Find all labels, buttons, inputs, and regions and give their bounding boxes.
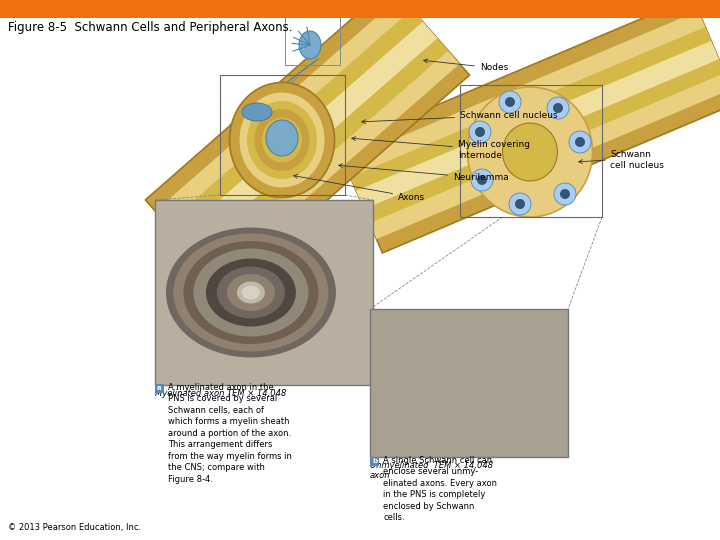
Bar [155, 384, 164, 393]
Ellipse shape [560, 189, 570, 199]
Ellipse shape [547, 97, 569, 119]
Polygon shape [356, 41, 719, 209]
Polygon shape [343, 11, 720, 239]
Polygon shape [178, 22, 437, 253]
Ellipse shape [469, 121, 491, 143]
Ellipse shape [217, 267, 285, 319]
Ellipse shape [505, 97, 515, 107]
Bar [285, 17, 340, 65]
Ellipse shape [575, 137, 585, 147]
Ellipse shape [194, 248, 308, 336]
Ellipse shape [553, 103, 563, 113]
Text: Schwann
cell nucleus: Schwann cell nucleus [610, 150, 664, 170]
Polygon shape [350, 27, 720, 223]
Ellipse shape [554, 183, 576, 205]
Ellipse shape [240, 92, 325, 187]
Ellipse shape [499, 91, 521, 113]
Text: Myelinated axon TEM × 14,048: Myelinated axon TEM × 14,048 [155, 389, 287, 398]
Text: Neurilemma: Neurilemma [338, 164, 509, 183]
Text: axon: axon [370, 471, 390, 480]
Polygon shape [145, 0, 469, 290]
Ellipse shape [262, 118, 302, 163]
Bar [460, 85, 602, 217]
Ellipse shape [475, 127, 485, 137]
Ellipse shape [569, 131, 591, 153]
Ellipse shape [206, 259, 296, 327]
Ellipse shape [166, 227, 336, 357]
Ellipse shape [467, 87, 593, 217]
Ellipse shape [503, 123, 557, 181]
Ellipse shape [242, 286, 260, 300]
Polygon shape [263, 148, 294, 180]
Ellipse shape [509, 193, 531, 215]
Ellipse shape [254, 109, 310, 171]
Ellipse shape [230, 83, 335, 198]
Bar [155, 200, 373, 385]
Polygon shape [167, 9, 448, 266]
Text: A myelinated axon in the
PNS is covered by several
Schwann cells, each of
which : A myelinated axon in the PNS is covered … [168, 383, 292, 484]
Bar [220, 75, 345, 195]
Ellipse shape [227, 274, 275, 311]
Ellipse shape [247, 101, 317, 179]
Ellipse shape [299, 31, 321, 59]
Ellipse shape [242, 103, 272, 121]
Text: Myelin covering
Internode: Myelin covering Internode [351, 137, 530, 160]
Polygon shape [156, 0, 459, 279]
Bar [370, 309, 568, 457]
Text: © 2013 Pearson Education, Inc.: © 2013 Pearson Education, Inc. [8, 523, 141, 532]
Ellipse shape [237, 281, 265, 303]
Ellipse shape [515, 199, 525, 209]
Text: a: a [157, 385, 162, 391]
Ellipse shape [184, 241, 318, 344]
Text: A single Schwann cell can
enclose several unmy-
elinated axons. Every axon
in th: A single Schwann cell can enclose severa… [383, 456, 497, 522]
Text: Nodes: Nodes [423, 59, 508, 72]
Bar [0, 0, 720, 18]
Text: b: b [372, 458, 377, 464]
Text: Unmyelinated  TEM × 14,048: Unmyelinated TEM × 14,048 [370, 461, 493, 470]
Ellipse shape [174, 233, 328, 352]
Text: Figure 8-5  Schwann Cells and Peripheral Axons.: Figure 8-5 Schwann Cells and Peripheral … [8, 21, 292, 34]
Ellipse shape [266, 120, 298, 156]
Polygon shape [338, 0, 720, 253]
Bar [370, 457, 379, 466]
Ellipse shape [477, 175, 487, 185]
Text: Axons: Axons [294, 174, 425, 201]
Text: Schwann cell nucleus: Schwann cell nucleus [361, 111, 557, 124]
Ellipse shape [471, 169, 493, 191]
